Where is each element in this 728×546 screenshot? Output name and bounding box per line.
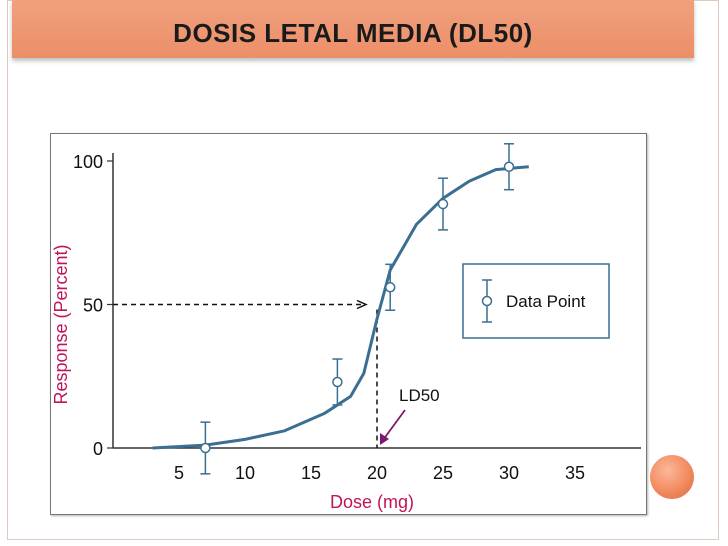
legend-label: Data Point [506,292,586,311]
chart-panel: 0 50 100 5 10 15 20 25 30 35 Dose (mg) Response (Pe… [50,133,647,515]
ld50-annotation-arrow [382,409,406,441]
x-tick-label: 5 [174,463,184,483]
ld50-guide-arrowhead [356,299,368,310]
ld50-label: LD50 [399,386,440,405]
data-point [332,376,343,388]
data-point [503,161,515,172]
slide-title: DOSIS LETAL MEDIA (DL50) [173,18,533,48]
y-tick-label: 50 [83,296,103,316]
dose-response-chart: 0 50 100 5 10 15 20 25 30 35 Dose (mg) Response (Pe… [51,143,641,512]
data-point [437,198,449,210]
dose-response-curve [152,165,529,450]
x-axis-label: Dose (mg) [330,492,414,512]
decorative-orb [650,455,694,499]
x-tick-label: 30 [499,463,519,483]
data-point [384,282,396,293]
y-tick-label: 0 [93,439,103,459]
x-tick-label: 15 [301,463,321,483]
ld50-annotation-arrowhead [380,433,389,445]
x-tick-label: 35 [565,463,585,483]
title-bar: DOSIS LETAL MEDIA (DL50) [12,0,694,58]
x-tick-label: 25 [433,463,453,483]
x-tick-label: 10 [235,463,255,483]
legend-marker [481,295,493,307]
x-tick-label: 20 [367,463,387,483]
y-tick-label: 100 [73,152,103,172]
y-axis-label: Response (Percent) [51,244,71,404]
data-point [200,442,211,454]
